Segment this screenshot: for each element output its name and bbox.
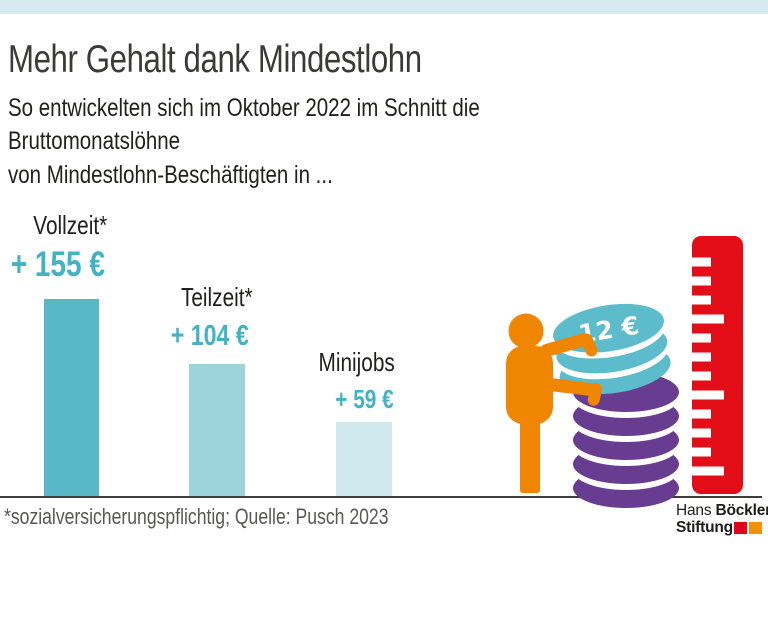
logo-line1: Hans Böckler [676,502,768,520]
category-label-minijobs: Minijobs [318,347,396,377]
logo-boeckler: Böckler [715,502,768,519]
person-figure-icon [506,313,603,493]
page-subtitle: So entwickelten sich im Oktober 2022 im … [8,92,768,192]
logo-stiftung: Stiftung [676,518,733,536]
logo-orange-square [748,522,762,535]
source-note: *sozialversicherungspflichtig; Quelle: P… [4,504,389,529]
logo-hans: Hans [676,502,712,519]
value-label-vollzeit: + 155 € [10,245,106,284]
bar-vollzeit [44,299,99,497]
top-accent-band [0,0,768,14]
bar-teilzeit [189,364,245,497]
page-subtitle-text: So entwickelten sich im Oktober 2022 im … [8,94,480,189]
category-label-teilzeit: Teilzeit* [181,282,253,312]
hans-boeckler-stiftung-logo: Hans Böckler Stiftung [676,502,768,537]
page-title: Mehr Gehalt dank Mindestlohn [8,38,525,82]
value-label-teilzeit: + 104 € [170,320,250,352]
value-label-minijobs: + 59 € [335,384,395,414]
logo-red-square [734,522,748,535]
x-axis-baseline [0,496,762,498]
logo-line2: Stiftung [676,518,768,537]
category-label-vollzeit: Vollzeit* [33,210,107,240]
ruler-icon [692,236,743,494]
page-title-text: Mehr Gehalt dank Mindestlohn [8,38,422,81]
bar-minijobs [336,422,392,497]
